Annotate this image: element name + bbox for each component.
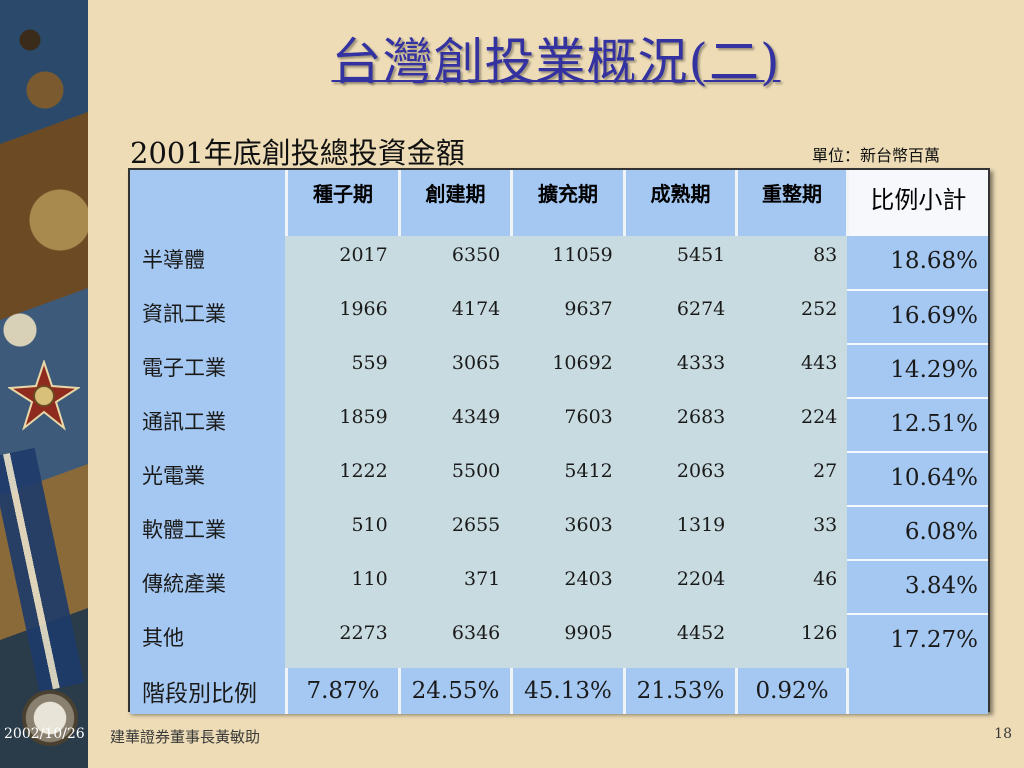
stage-ratio-label: 階段別比例 <box>130 668 287 714</box>
table-cell: 1859 <box>285 398 400 452</box>
table-row: 其他 2273 6346 9905 4452 126 17.27% <box>130 613 988 668</box>
table-cell: 10692 <box>510 344 625 398</box>
row-label: 光電業 <box>130 452 287 506</box>
stage-ratio-value: 45.13% <box>510 668 625 714</box>
row-ratio: 14.29% <box>847 343 988 398</box>
row-label: 電子工業 <box>130 344 287 398</box>
stage-ratio-value: 24.55% <box>397 668 512 714</box>
table-row: 半導體 2017 6350 11059 5451 83 18.68% <box>130 236 988 290</box>
table-cell: 5451 <box>622 236 737 290</box>
table-cell: 6274 <box>622 290 737 344</box>
row-label: 其他 <box>130 614 287 668</box>
page-number: 18 <box>994 726 1012 742</box>
table-cell: 33 <box>735 506 848 560</box>
table-cell: 9637 <box>510 290 625 344</box>
table-cell: 2017 <box>285 236 400 290</box>
table-row: 傳統產業 110 371 2403 2204 46 3.84% <box>130 559 988 614</box>
row-ratio: 16.69% <box>847 289 988 344</box>
table-cell: 3603 <box>510 506 625 560</box>
table-row: 電子工業 559 3065 10692 4333 443 14.29% <box>130 343 988 398</box>
table-cell: 4333 <box>622 344 737 398</box>
header-seed: 種子期 <box>285 170 400 236</box>
row-ratio: 18.68% <box>847 236 988 290</box>
table-cell: 2063 <box>622 452 737 506</box>
row-label: 資訊工業 <box>130 290 287 344</box>
table-cell: 1966 <box>285 290 400 344</box>
table-cell: 126 <box>735 614 848 668</box>
table-cell: 27 <box>735 452 848 506</box>
row-label: 通訊工業 <box>130 398 287 452</box>
header-startup: 創建期 <box>397 170 512 236</box>
table-cell: 6346 <box>397 614 512 668</box>
slide-title: 台灣創投業概況(二) <box>331 33 781 91</box>
table-row: 光電業 1222 5500 5412 2063 27 10.64% <box>130 451 988 506</box>
footer-date: 2002/10/26 <box>4 726 85 742</box>
table-row: 軟體工業 510 2655 3603 1319 33 6.08% <box>130 505 988 560</box>
table-cell: 2273 <box>285 614 400 668</box>
table-cell: 6350 <box>397 236 512 290</box>
ribbon-decoration <box>0 447 85 693</box>
table-cell: 11059 <box>510 236 625 290</box>
table-cell: 1319 <box>622 506 737 560</box>
stage-ratio-value: 7.87% <box>285 668 400 714</box>
decorative-side-image <box>0 0 88 768</box>
row-ratio: 10.64% <box>847 451 988 506</box>
table-cell: 2403 <box>510 560 625 614</box>
row-label: 軟體工業 <box>130 506 287 560</box>
table-cell: 46 <box>735 560 848 614</box>
medal-icon <box>8 360 80 431</box>
table-cell: 3065 <box>397 344 512 398</box>
investment-table: 種子期 創建期 擴充期 成熟期 重整期 比例小計 半導體 2017 6350 1… <box>128 168 990 714</box>
table-row: 通訊工業 1859 4349 7603 2683 224 12.51% <box>130 397 988 452</box>
table-cell: 510 <box>285 506 400 560</box>
row-ratio: 3.84% <box>847 559 988 614</box>
header-ratio-subtotal: 比例小計 <box>845 170 988 236</box>
table-cell: 371 <box>397 560 512 614</box>
row-label: 傳統產業 <box>130 560 287 614</box>
stage-ratio-value: 21.53% <box>622 668 737 714</box>
table-cell: 252 <box>735 290 848 344</box>
table-header-row: 種子期 創建期 擴充期 成熟期 重整期 比例小計 <box>130 170 988 236</box>
table-cell: 559 <box>285 344 400 398</box>
table-cell: 83 <box>735 236 848 290</box>
table-cell: 2683 <box>622 398 737 452</box>
table-cell: 2655 <box>397 506 512 560</box>
table-cell: 7603 <box>510 398 625 452</box>
row-ratio: 6.08% <box>847 505 988 560</box>
footer-author: 建華證券董事長黃敏助 <box>110 728 261 746</box>
unit-label: 單位：新台幣百萬 <box>812 146 941 165</box>
table-row: 資訊工業 1966 4174 9637 6274 252 16.69% <box>130 289 988 344</box>
table-cell: 4452 <box>622 614 737 668</box>
table-subtitle: 2001年底創投總投資金額 <box>130 136 465 170</box>
table-cell: 4174 <box>397 290 512 344</box>
row-label: 半導體 <box>130 236 287 290</box>
table-cell: 4349 <box>397 398 512 452</box>
table-cell: 2204 <box>622 560 737 614</box>
table-cell: 1222 <box>285 452 400 506</box>
stage-ratio-value: 0.92% <box>735 668 848 714</box>
table-cell: 224 <box>735 398 848 452</box>
table-cell: 443 <box>735 344 848 398</box>
table-cell: 5412 <box>510 452 625 506</box>
compass-icon <box>22 690 78 746</box>
table-cell: 9905 <box>510 614 625 668</box>
header-mature: 成熟期 <box>622 170 737 236</box>
table-cell: 5500 <box>397 452 512 506</box>
row-ratio: 17.27% <box>847 613 988 668</box>
header-expansion: 擴充期 <box>510 170 625 236</box>
header-restructure: 重整期 <box>735 170 848 236</box>
row-ratio: 12.51% <box>847 397 988 452</box>
stage-ratio-row: 階段別比例 7.87% 24.55% 45.13% 21.53% 0.92% <box>130 668 988 714</box>
stage-ratio-blank <box>845 668 988 714</box>
table-cell: 110 <box>285 560 400 614</box>
header-corner <box>130 170 287 236</box>
